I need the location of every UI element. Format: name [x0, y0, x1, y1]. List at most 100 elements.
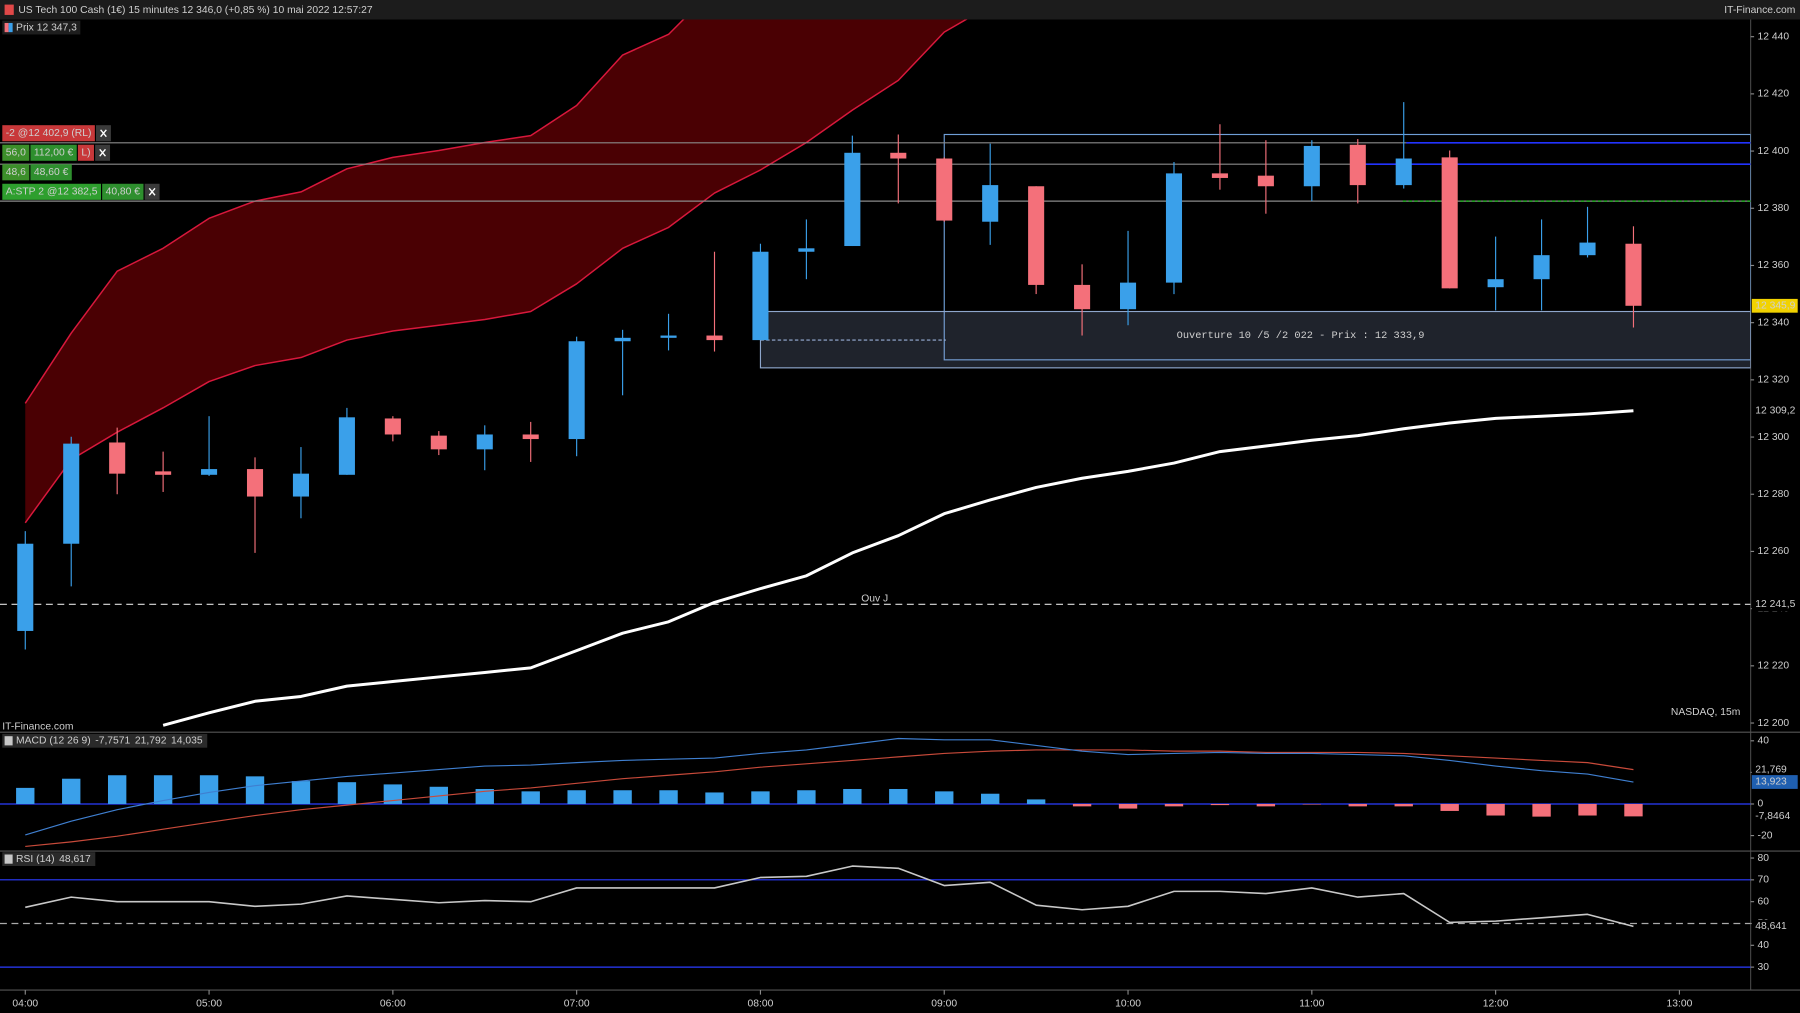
- x-tick-label: 09:00: [931, 999, 957, 1010]
- x-tick-label: 05:00: [196, 999, 222, 1010]
- candle-body: [1395, 158, 1412, 186]
- legend-value: 14,035: [171, 736, 203, 747]
- histogram-bar: [751, 791, 770, 804]
- histogram-bar: [1348, 803, 1367, 807]
- candle-body: [1349, 144, 1366, 186]
- cloud-area: [25, 19, 967, 523]
- candle-body: [17, 543, 34, 631]
- order-close-icon: [100, 129, 107, 138]
- histogram-last-label: -7,8464: [1755, 811, 1790, 822]
- cloud-lower: [24, 19, 968, 524]
- histogram-bar: [521, 791, 540, 804]
- histogram-bar: [1026, 799, 1046, 804]
- y-tick-label: 12 340: [1758, 317, 1790, 328]
- histogram-bar: [1394, 803, 1413, 807]
- candle-body: [936, 158, 953, 221]
- y-tick-label: 12 440: [1758, 31, 1790, 42]
- rsi-line: [25, 865, 1634, 928]
- order-tag-bg: [2, 144, 30, 161]
- histogram-bar: [245, 776, 265, 804]
- order-tag: L): [81, 147, 90, 158]
- histogram-bar: [981, 793, 1000, 804]
- y-tick-label: 12 320: [1758, 375, 1790, 386]
- level-name: Ouv J: [861, 593, 888, 604]
- candle-body: [1211, 173, 1228, 178]
- histogram-bar: [1072, 803, 1092, 807]
- candle-body: [476, 434, 493, 450]
- candle-body: [384, 418, 401, 435]
- moving-average: [162, 409, 1634, 727]
- order-tag-bg: [102, 183, 144, 200]
- level-label: 12 241,5: [1755, 599, 1795, 610]
- panel-plot: Ouverture 10 /5 /2 022 - Prix : 12 333,9: [0, 19, 1751, 727]
- histogram-bar: [705, 792, 724, 804]
- annotation-text: Ouverture 10 /5 /2 022 - Prix : 12 333,9: [1177, 330, 1425, 342]
- candle-body: [1119, 282, 1137, 310]
- y-tick-label: 12 280: [1758, 489, 1790, 500]
- y-tick-label: 12 260: [1758, 546, 1790, 557]
- histogram-bar: [475, 788, 494, 804]
- histogram-bar: [199, 775, 219, 804]
- x-tick-label: 07:00: [564, 999, 590, 1010]
- legend-label: RSI (14): [16, 854, 54, 865]
- legend-label: MACD (12 26 9): [16, 736, 91, 747]
- rsi-last-label-bg: [1751, 919, 1798, 934]
- y-tick-label: 12 200: [1758, 718, 1790, 729]
- signal-last-label: 21,769: [1755, 764, 1787, 775]
- candle-body: [430, 435, 447, 450]
- x-tick-label: 11:00: [1299, 999, 1324, 1010]
- order-tag: 56,0: [6, 147, 26, 158]
- legend-swatch: [4, 854, 13, 864]
- histogram-bar: [16, 787, 35, 804]
- zone: [943, 133, 1751, 361]
- order-tag-bg: [2, 164, 30, 181]
- header-icon: [4, 4, 14, 15]
- histogram-bar: [337, 782, 357, 804]
- histogram-bar: [659, 790, 678, 804]
- y-tick-label: 0: [1758, 799, 1764, 810]
- histogram-bar: [1578, 803, 1597, 816]
- y-tick-label: 80: [1758, 853, 1770, 864]
- y-tick-label: 40: [1758, 940, 1770, 951]
- y-tick-label: 70: [1758, 875, 1770, 886]
- order-tag-bg: [30, 164, 72, 181]
- candle-body: [568, 341, 585, 440]
- candle-body: [798, 248, 815, 252]
- histogram-bar: [1210, 803, 1230, 806]
- candle-body: [522, 434, 539, 440]
- candle-body: [752, 251, 769, 341]
- candle-body: [1074, 284, 1091, 310]
- histogram-bar: [1164, 803, 1184, 807]
- candle-body: [890, 152, 907, 159]
- legend-swatch: [4, 22, 9, 33]
- candle-body: [1487, 279, 1504, 288]
- candle-body: [1625, 243, 1642, 306]
- histogram-bar: [153, 775, 173, 804]
- macd-last-label-bg: [1751, 775, 1798, 789]
- y-tick-label: 30: [1758, 962, 1770, 973]
- candle-body: [1028, 186, 1045, 285]
- watermark: NASDAQ, 15m: [1671, 707, 1740, 718]
- y-tick-label: 12 380: [1758, 203, 1790, 214]
- order-tag-bg: [2, 183, 102, 200]
- histogram-bar: [613, 790, 632, 804]
- legend-value: 48,617: [59, 854, 91, 865]
- candle-body: [1303, 145, 1320, 187]
- histogram-bar: [567, 790, 586, 804]
- candle-body: [109, 442, 126, 474]
- candle-body: [1441, 157, 1458, 289]
- histogram-bar: [797, 790, 816, 804]
- candle-body: [292, 473, 309, 497]
- order-tag: 40,80 €: [106, 187, 141, 198]
- candle-body: [338, 417, 355, 475]
- macd-last-label: 13,923: [1755, 777, 1787, 788]
- order-tag: 112,00 €: [34, 147, 74, 158]
- x-tick-label: 10:00: [1115, 999, 1141, 1010]
- signal-line: [25, 749, 1634, 848]
- candle-body: [844, 152, 861, 247]
- candle-body: [660, 335, 677, 338]
- order-tag-bg: [77, 144, 94, 161]
